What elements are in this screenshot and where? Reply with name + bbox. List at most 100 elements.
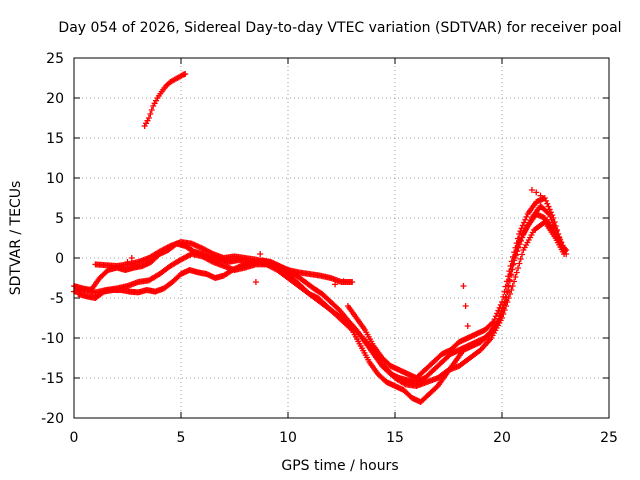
data-point	[512, 274, 519, 280]
x-tick-label: 20	[493, 430, 511, 446]
data-point	[128, 255, 135, 261]
data-point	[501, 288, 508, 295]
data-point	[508, 287, 515, 293]
data-point	[533, 189, 540, 196]
data-point	[347, 325, 354, 332]
data-point	[462, 303, 469, 309]
data-point	[517, 256, 524, 262]
data-point	[497, 301, 504, 308]
y-tick-label: 10	[46, 171, 64, 187]
data-points	[71, 71, 570, 405]
y-tick-label: 25	[46, 51, 64, 67]
data-point	[528, 187, 535, 193]
data-point	[460, 283, 467, 289]
data-point	[332, 281, 339, 288]
data-point	[547, 209, 554, 216]
data-point	[147, 111, 154, 117]
data-point	[556, 235, 563, 241]
data-point	[505, 273, 512, 280]
data-point	[145, 115, 152, 121]
data-point	[208, 258, 215, 265]
data-point	[523, 213, 530, 220]
data-point	[401, 380, 408, 387]
data-point	[499, 299, 505, 305]
data-point	[489, 320, 496, 327]
data-point	[491, 316, 498, 323]
y-axis-label: SDTVAR / TECUs	[8, 181, 24, 296]
data-point	[515, 265, 522, 271]
y-tick-label: -15	[41, 371, 64, 387]
data-point	[544, 200, 551, 207]
data-point	[518, 225, 525, 232]
y-tick-label: 0	[55, 251, 64, 267]
data-point	[507, 263, 514, 269]
y-tick-label: 5	[55, 211, 64, 227]
data-point	[550, 215, 557, 221]
data-point	[517, 228, 524, 235]
data-point	[495, 307, 502, 314]
data-point	[512, 244, 519, 251]
y-tick-label: -5	[50, 291, 64, 307]
y-tick-label: -10	[41, 331, 64, 347]
data-point	[516, 260, 523, 267]
data-point	[543, 197, 550, 204]
data-point	[514, 235, 521, 242]
plot-border	[73, 57, 610, 419]
data-point	[513, 240, 520, 247]
data-point	[124, 259, 131, 265]
data-point	[497, 312, 504, 319]
y-tick-label: 20	[46, 91, 64, 107]
chart-title: Day 054 of 2026, Sidereal Day-to-day VTE…	[58, 20, 621, 36]
y-tick-label: 15	[46, 131, 64, 147]
x-tick-label: 15	[386, 430, 404, 446]
x-tick-label: 10	[279, 430, 297, 446]
x-tick-label: 0	[70, 430, 79, 446]
data-point	[516, 231, 523, 237]
data-point	[252, 279, 259, 285]
data-point	[558, 243, 565, 249]
data-point	[165, 243, 172, 250]
data-point	[506, 268, 513, 275]
data-point	[557, 239, 564, 245]
data-point	[502, 283, 509, 290]
data-point	[498, 308, 505, 315]
data-point	[500, 293, 507, 300]
data-point	[563, 251, 570, 257]
data-point	[503, 295, 510, 301]
data-point	[182, 71, 189, 77]
data-point	[508, 258, 515, 265]
data-point	[517, 237, 524, 244]
data-point	[555, 231, 562, 237]
data-point	[521, 219, 528, 226]
data-point	[551, 219, 558, 225]
axis-ticks: 0 5 10 15 20 25 -20 -15 -10 -5 0 5 10 15 20 25	[41, 51, 618, 446]
data-point	[496, 304, 503, 311]
data-point	[494, 310, 501, 317]
data-point	[540, 220, 547, 226]
y-tick-label: -20	[41, 411, 64, 427]
data-point	[519, 234, 526, 241]
data-point	[340, 278, 347, 285]
data-point	[148, 107, 155, 113]
data-point	[349, 279, 356, 285]
data-point	[522, 216, 529, 223]
data-point	[257, 251, 264, 257]
data-point	[208, 250, 215, 257]
x-tick-label: 5	[177, 430, 186, 446]
grid-lines	[74, 58, 609, 418]
data-point	[508, 272, 515, 279]
data-point	[516, 241, 523, 248]
x-tick-label: 25	[600, 430, 618, 446]
data-point	[519, 222, 526, 229]
x-axis-label: GPS time / hours	[281, 458, 398, 474]
data-point	[545, 203, 552, 210]
data-point	[490, 319, 497, 325]
data-point	[537, 192, 544, 199]
data-point	[464, 323, 471, 329]
data-point	[541, 195, 548, 201]
data-point	[514, 248, 521, 255]
data-point	[511, 249, 518, 256]
data-point	[546, 206, 553, 213]
data-point	[492, 313, 499, 320]
